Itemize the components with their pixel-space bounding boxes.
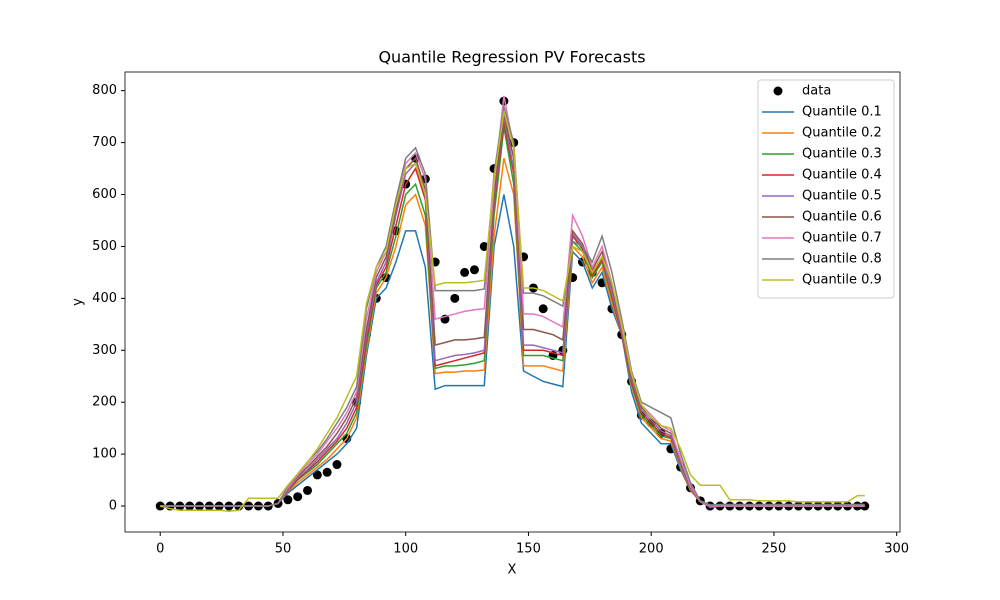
legend-label: Quantile 0.3 xyxy=(802,147,882,162)
plot-area xyxy=(155,95,870,512)
data-point xyxy=(450,293,460,303)
legend-label: data xyxy=(802,84,831,99)
x-tick-label: 200 xyxy=(639,542,664,557)
x-axis-label: X xyxy=(508,563,517,578)
legend-box xyxy=(757,79,895,299)
y-tick-label: 600 xyxy=(92,187,117,202)
y-axis-label: y xyxy=(71,298,86,306)
legend-marker xyxy=(773,86,783,96)
data-point xyxy=(460,267,470,277)
legend-label: Quantile 0.7 xyxy=(802,231,882,246)
legend-label: Quantile 0.2 xyxy=(802,126,882,141)
legend-label: Quantile 0.1 xyxy=(802,105,882,120)
x-tick-label: 150 xyxy=(516,542,541,557)
y-tick-label: 700 xyxy=(92,135,117,150)
y-tick-label: 300 xyxy=(92,343,117,358)
series-line xyxy=(160,106,865,507)
data-point xyxy=(283,495,293,505)
chart-title: Quantile Regression PV Forecasts xyxy=(378,48,645,67)
y-tick-label: 200 xyxy=(92,395,117,410)
y-tick-label: 500 xyxy=(92,239,117,254)
y-tick-label: 0 xyxy=(109,499,117,514)
x-tick-label: 100 xyxy=(393,542,418,557)
data-point xyxy=(303,485,313,495)
data-point xyxy=(538,304,548,314)
data-point xyxy=(322,467,332,477)
legend-label: Quantile 0.6 xyxy=(802,210,882,225)
data-point xyxy=(479,241,489,251)
legend: data Quantile 0.1 Quantile 0.2 Quantile 0.3… xyxy=(757,79,895,299)
x-tick-label: 0 xyxy=(156,542,164,557)
legend-label: Quantile 0.8 xyxy=(802,252,882,267)
series-line xyxy=(160,111,865,512)
x-tick-label: 300 xyxy=(884,542,909,557)
data-point xyxy=(469,265,479,275)
x-tick-label: 250 xyxy=(762,542,787,557)
x-tick-label: 50 xyxy=(275,542,292,557)
data-point xyxy=(293,492,303,502)
data-point xyxy=(155,501,165,511)
legend-label: Quantile 0.9 xyxy=(802,273,882,288)
data-point xyxy=(332,460,342,470)
legend-label: Quantile 0.4 xyxy=(802,168,882,183)
legend-label: Quantile 0.5 xyxy=(802,189,882,204)
y-tick-label: 100 xyxy=(92,447,117,462)
y-tick-label: 800 xyxy=(92,83,117,98)
y-tick-label: 400 xyxy=(92,291,117,306)
plot-frame xyxy=(124,71,901,533)
data-point xyxy=(312,470,322,480)
